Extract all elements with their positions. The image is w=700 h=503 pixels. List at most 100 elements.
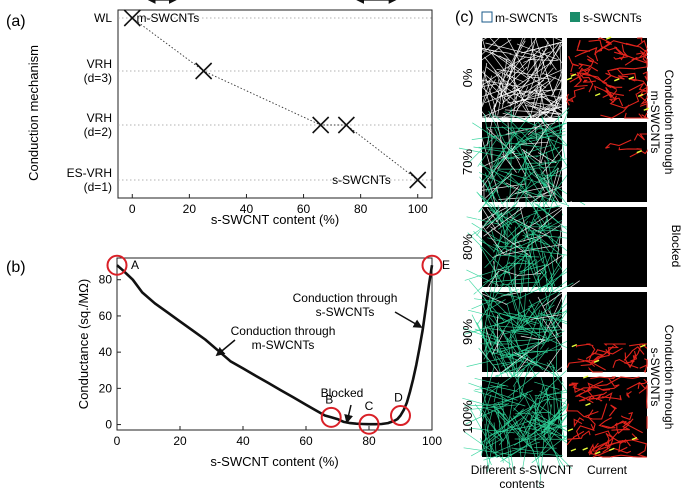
nanotube (507, 434, 514, 471)
current-path (637, 378, 648, 389)
nanotube (495, 248, 532, 265)
nanotube (514, 416, 560, 446)
nanotube (550, 252, 555, 276)
current-path (593, 431, 619, 455)
nanotube (506, 385, 516, 435)
current-path (608, 404, 617, 417)
x-tick-label: 0 (114, 434, 121, 448)
nanotube (486, 207, 502, 228)
current-path (624, 112, 648, 119)
nanotube (473, 231, 495, 252)
nanotube (506, 144, 552, 160)
nanotube (478, 172, 515, 190)
nanotube (466, 216, 499, 225)
point-label-b: B (325, 392, 333, 406)
current-path (604, 432, 612, 447)
nanotube (512, 235, 541, 245)
nanotube (493, 114, 528, 145)
y-tick-label: WL (94, 11, 112, 25)
marker-stroke (195, 62, 213, 80)
y-tick-label: 20 (99, 381, 113, 395)
x-tick-label: 0 (129, 202, 136, 216)
nanotube (515, 411, 552, 415)
nanotube (520, 335, 546, 341)
nanotube (497, 240, 534, 280)
nanotube (526, 41, 536, 71)
nanotube (538, 167, 569, 207)
nanotube (529, 62, 545, 117)
current-path (632, 439, 647, 458)
current-path (575, 423, 595, 439)
nanotube (551, 70, 563, 97)
nanotube (542, 42, 560, 64)
nanotube (484, 232, 521, 269)
current-path (610, 454, 647, 458)
nanotube (536, 259, 539, 284)
nanotube (541, 370, 567, 394)
nanotube (478, 146, 507, 150)
nanotube (463, 431, 512, 465)
current-path (638, 386, 648, 409)
nanotube (512, 279, 529, 325)
point-circle-d (390, 405, 411, 427)
current-path (576, 39, 591, 52)
nanotube (487, 315, 503, 333)
nanotube (509, 285, 525, 331)
current-path (566, 403, 599, 418)
nanotube (479, 48, 511, 62)
nanotube (507, 425, 531, 435)
nanotube (525, 102, 550, 118)
nanotube (482, 290, 492, 339)
nanotube (508, 335, 563, 357)
current-path (595, 393, 603, 402)
current-path (566, 93, 574, 103)
nanotube (507, 122, 510, 148)
legend-label-s: s-SWCNTs (583, 11, 642, 25)
current-bg (567, 207, 647, 287)
nanotube (463, 327, 503, 343)
nanotube (469, 408, 498, 458)
current-image (566, 292, 648, 374)
current-path (586, 380, 604, 401)
nanotube (519, 79, 545, 97)
nanotube (503, 328, 523, 335)
nanotube (550, 237, 570, 253)
y-tick-label-line: ES-VRH (67, 166, 112, 180)
nanotube (511, 447, 545, 454)
nanotube (540, 137, 550, 164)
nanotube (514, 239, 517, 285)
nanotube (513, 391, 529, 411)
current-path (600, 104, 630, 119)
annotation-s-conduction: Conduction through s-SWCNTs (293, 291, 398, 319)
nanotube (509, 67, 537, 107)
nanotube (498, 66, 528, 96)
data-point-marker (195, 62, 213, 80)
nanotube (511, 89, 553, 105)
point-circle-a (106, 254, 128, 276)
current-path (628, 82, 648, 92)
side-label-line: Conduction through (662, 70, 676, 175)
nanotube (528, 282, 574, 308)
current-path (639, 49, 648, 58)
nanotube (544, 264, 549, 295)
current-hotspot (640, 344, 646, 348)
nanotube (516, 67, 554, 110)
current-image (567, 122, 648, 202)
nanotube (524, 215, 540, 232)
x-tick-label: 40 (240, 202, 254, 216)
nanotube (509, 53, 532, 59)
current-path (587, 409, 596, 430)
marker-stroke (312, 116, 330, 134)
nanotube (481, 195, 513, 226)
nanotube (462, 24, 511, 52)
nanotube (507, 284, 517, 311)
point-label-e: E (442, 258, 450, 272)
nanotube (538, 200, 572, 229)
nanotube (495, 69, 504, 107)
nanotube (476, 218, 505, 255)
nanotube (491, 278, 531, 283)
nanotube (479, 186, 519, 232)
nanotube (481, 162, 495, 179)
nanotube (464, 71, 503, 98)
nanotube (469, 83, 497, 90)
